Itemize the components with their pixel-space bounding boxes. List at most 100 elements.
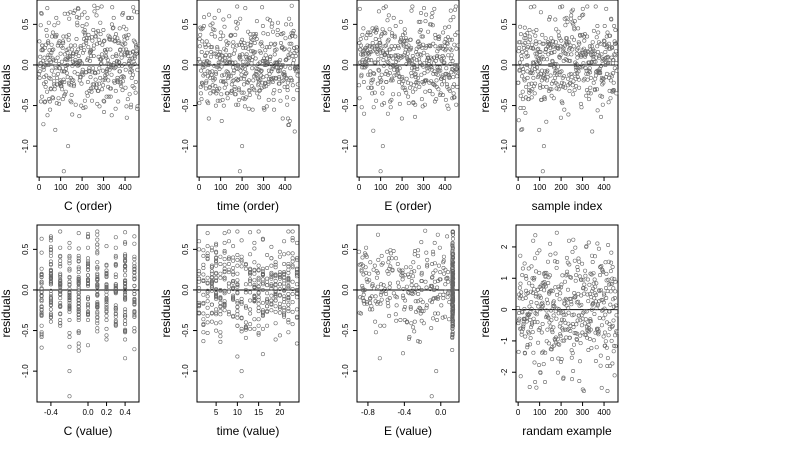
data-point [200,39,205,44]
data-point [408,37,413,42]
data-point [518,24,523,29]
data-point [123,290,128,295]
data-point [406,274,411,279]
data-point [404,90,409,95]
data-point [584,68,589,73]
data-point [424,303,429,308]
data-point [226,289,231,294]
data-point [613,303,618,308]
data-point [584,93,589,98]
data-point [294,295,299,300]
data-point [76,6,81,11]
data-point [553,285,558,290]
data-point [243,45,248,50]
data-point [516,118,521,123]
y-tick-label: -0.5 [21,98,30,112]
data-point [265,323,270,328]
data-point [86,311,91,316]
data-point [517,285,522,290]
data-point [41,122,46,127]
data-point [372,90,377,95]
data-point [402,31,407,36]
data-point [396,45,401,50]
data-point [260,352,265,357]
data-point [52,23,57,28]
data-point [108,94,113,99]
data-point [86,265,91,270]
x-tick-label: 100 [374,183,388,192]
data-point [362,111,367,116]
data-point [390,62,395,67]
data-point [209,271,214,276]
data-point [417,41,422,46]
data-point [525,69,530,74]
data-point [582,309,587,314]
data-point [235,271,240,276]
data-point [205,253,210,258]
data-point [554,86,559,91]
data-point [566,58,571,63]
data-point [546,52,551,57]
plot-frame [196,0,300,178]
data-point [218,261,223,266]
data-point [123,85,128,90]
data-point [406,336,411,341]
data-point [214,263,219,268]
data-point [601,269,606,274]
data-point [126,53,131,58]
data-point [255,91,260,96]
data-point [114,32,119,37]
data-point [520,266,525,271]
data-point [599,385,604,390]
data-point [528,37,533,42]
data-point [577,274,582,279]
data-point [40,43,45,48]
data-point [209,285,214,290]
data-point [357,60,362,65]
data-point [58,312,63,317]
data-point [286,261,291,266]
data-point [549,318,554,323]
data-point [39,289,44,294]
data-point [86,295,91,300]
data-point [269,298,274,303]
data-point [244,62,249,67]
data-point [542,97,547,102]
data-point [569,302,574,307]
data-point [582,282,587,287]
data-point [216,53,221,58]
data-point [370,283,375,288]
data-point [441,296,446,301]
data-point [565,19,570,24]
data-point [603,312,608,317]
data-point [205,231,210,236]
data-point [535,320,540,325]
data-point [600,308,605,313]
data-point [132,314,137,319]
data-point [62,80,67,85]
data-point [282,70,287,75]
data-point [97,66,102,71]
data-point [286,330,291,335]
data-point [431,252,436,257]
data-point [424,250,429,255]
data-point [222,231,227,236]
data-point [201,265,206,270]
data-point [375,284,380,289]
data-point [534,291,539,296]
data-point [42,100,47,105]
data-point [237,169,242,174]
data-point [216,8,221,13]
data-point [564,36,569,41]
data-point [243,305,248,310]
data-point [198,32,203,37]
data-point [606,61,611,66]
data-point [412,114,417,119]
data-point [562,338,567,343]
data-point [587,60,592,65]
data-point [208,45,213,50]
data-point [393,312,398,317]
data-point [124,115,129,120]
data-point [211,88,216,93]
data-point [244,52,249,57]
